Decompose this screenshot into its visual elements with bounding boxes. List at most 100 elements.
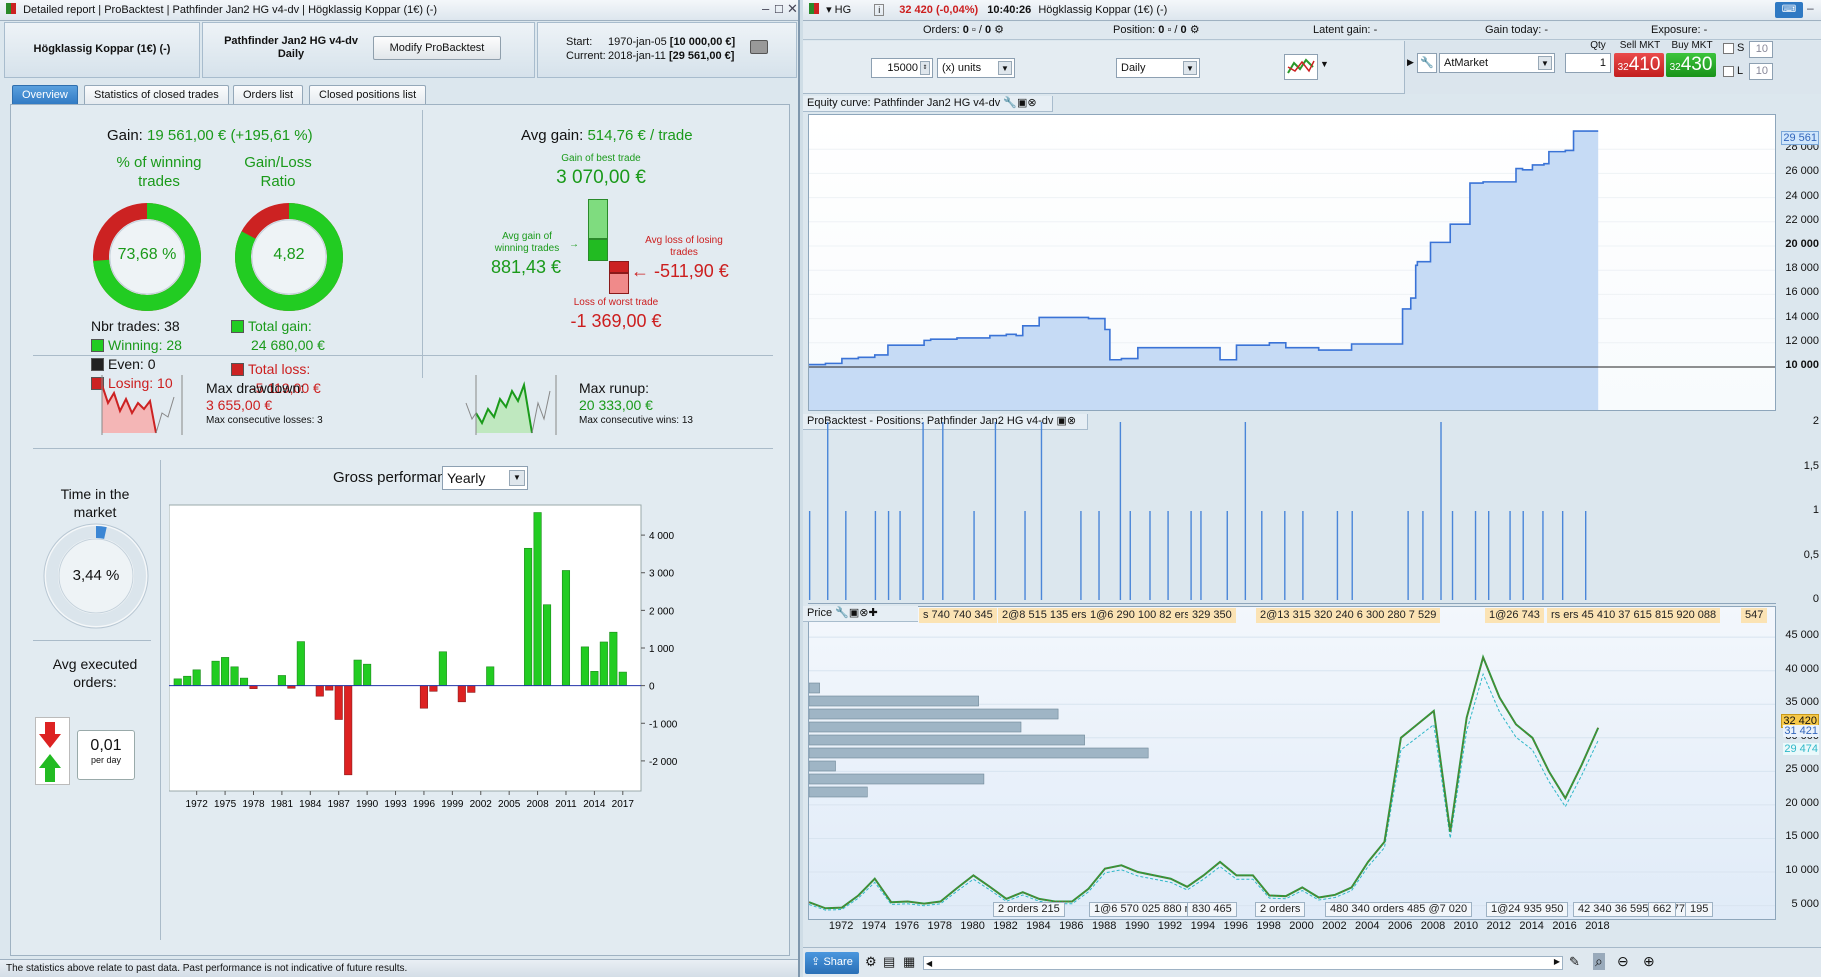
gain-summary: Gain: 19 561,00 € (+195,61 %)	[107, 127, 313, 144]
gainloss-legend: Total gain: 24 680,00 € Total loss: -5 1…	[231, 317, 325, 398]
modify-probacktest-button[interactable]: Modify ProBacktest	[373, 36, 501, 60]
gain-today-label: Gain today:	[1485, 24, 1542, 36]
chart-type-icon[interactable]	[1284, 54, 1318, 80]
limit-checkbox[interactable]	[1723, 66, 1734, 77]
total-gain-swatch	[231, 320, 244, 333]
add-indicator-icon[interactable]: ✚	[868, 607, 878, 619]
bottom-toolbar: ⇪ Share ⚙ ▤ ▦ ◀ ▶ ✎ ⌕ ⊖ ⊕	[803, 947, 1821, 977]
period-select[interactable]: Daily ▼	[1116, 58, 1200, 78]
order-type-select[interactable]: AtMarket ▼	[1439, 53, 1555, 73]
close-pane-icon[interactable]: ⊗	[1027, 97, 1037, 109]
order-tag: 2 orders 215	[993, 902, 1065, 917]
wrench-icon[interactable]: 🔧	[835, 607, 849, 619]
price-pane-header: Price 🔧▣⊗✚	[803, 606, 918, 622]
instrument-box: Högklassig Koppar (1€) (-)	[4, 22, 200, 78]
max-consec-losses: Max consecutive losses: 3	[206, 415, 323, 426]
best-trade-value: 3 070,00 €	[556, 167, 646, 188]
maximize-icon[interactable]: ☐	[774, 4, 784, 16]
chevron-down-icon[interactable]: ▼	[1320, 59, 1329, 69]
window-icon[interactable]: ▣	[1016, 97, 1028, 109]
bar-2003	[486, 666, 495, 686]
start-label: Start:	[566, 36, 593, 48]
tab-statistics[interactable]: Statistics of closed trades	[84, 85, 229, 105]
zoom-in-icon[interactable]: ⊕	[1643, 953, 1655, 969]
window-icon[interactable]: ▣	[848, 607, 860, 619]
divider-4	[160, 460, 161, 940]
minimize-icon[interactable]: –	[762, 1, 770, 16]
collapse-arrow-icon[interactable]: ▶	[1407, 57, 1414, 67]
avg-win-value: 881,43 €	[490, 257, 562, 277]
chevron-down-icon[interactable]: ▼	[1538, 56, 1552, 70]
info-icon[interactable]: i	[874, 4, 885, 16]
volume-profile-bar	[808, 734, 1085, 746]
grid-icon[interactable]: ▦	[903, 954, 916, 969]
close-pane-icon[interactable]: ⊗	[1066, 415, 1077, 427]
keyboard-icon[interactable]: ⌨	[1775, 2, 1803, 18]
bar-1985	[315, 685, 324, 697]
bar-1974	[211, 660, 220, 686]
order-tag: 1@24 935 950	[1486, 902, 1569, 917]
gainloss-value: 4,82	[273, 246, 305, 263]
minimize-icon[interactable]: –	[1807, 1, 1814, 15]
spinner-icon[interactable]: ⇕	[920, 61, 930, 75]
bar-1977	[239, 677, 249, 686]
l-input[interactable]: 10	[1749, 63, 1773, 80]
window-icon[interactable]: ▣	[1056, 415, 1067, 427]
buy-market-button[interactable]: 32430	[1666, 53, 1716, 77]
close-icon[interactable]: ✕	[787, 1, 798, 16]
period-select-value: Daily	[1121, 62, 1146, 74]
units-input[interactable]: 15000 ⇕	[871, 58, 933, 78]
tab-overview[interactable]: Overview	[12, 85, 78, 105]
title-part-3: Pathfinder Jan2 HG v4-dv	[172, 4, 300, 16]
scroll-right-icon[interactable]: ▶	[1553, 957, 1560, 966]
x-tick-label: 1990	[1124, 920, 1150, 932]
y-tick-label: 0	[1812, 593, 1819, 605]
order-toolbar: 15000 ⇕ (x) units ▼ Daily ▼ ▼ ▶ 🔧 AtMarket ▼…	[803, 40, 1821, 94]
chevron-down-icon[interactable]: ▼	[509, 470, 525, 486]
total-loss-value: -5 119,00 €	[251, 380, 321, 396]
bar-2008	[533, 512, 542, 686]
symbol-select[interactable]: ▾ HG	[826, 4, 852, 16]
gain-value: 19 561,00 € (+195,61 %)	[147, 127, 313, 144]
position-value: 0	[1158, 24, 1165, 36]
share-button[interactable]: ⇪ Share	[805, 952, 859, 974]
zoom-out-icon[interactable]: ⊖	[1617, 953, 1629, 969]
bar-2000	[457, 685, 466, 703]
zoom-box-icon[interactable]: ⌕	[1593, 953, 1605, 970]
chevron-down-icon[interactable]: ▼	[998, 61, 1012, 75]
volume-profile-bar	[808, 747, 1149, 759]
x-tick-label: 2012	[1486, 920, 1512, 932]
units-select[interactable]: (x) units ▼	[937, 58, 1015, 78]
table-icon[interactable]: ▤	[883, 954, 896, 969]
s-input[interactable]: 10	[1749, 41, 1773, 58]
close-pane-icon[interactable]: ⊗	[859, 607, 869, 619]
level-label: 29 474	[1783, 743, 1819, 756]
l-label: L	[1737, 65, 1744, 77]
equity-line	[809, 130, 1599, 366]
y-tick-label: 1	[1812, 504, 1819, 516]
qty-input[interactable]: 1	[1565, 53, 1611, 73]
gross-perf-select[interactable]: Yearly ▼	[442, 466, 528, 490]
y-tick-label: 4 000	[649, 531, 674, 542]
tab-closed-positions[interactable]: Closed positions list	[309, 85, 427, 105]
wrench-icon[interactable]: 🔧	[1003, 97, 1017, 109]
tab-orders-list[interactable]: Orders list	[233, 85, 304, 105]
trade-panel: ▶ 🔧 AtMarket ▼ Qty 1 Sell MKT 32410 Buy M…	[1404, 40, 1821, 94]
sell-market-button[interactable]: 32410	[1614, 53, 1664, 77]
chevron-down-icon[interactable]: ▼	[1183, 61, 1197, 75]
order-tag: 42 340 36 595 575 770	[1573, 902, 1697, 917]
settings-icon[interactable]: ⚙	[865, 954, 877, 969]
avg-win-arrow: →	[569, 239, 579, 250]
draw-tool-icon[interactable]: ✎	[1569, 954, 1580, 969]
stop-checkbox[interactable]	[1723, 43, 1734, 54]
pct-winning-value: 73,68 %	[117, 246, 177, 263]
order-tag: 1@6 290 100 82 ers	[1086, 608, 1194, 623]
printer-icon[interactable]	[750, 40, 768, 54]
horizontal-scrollbar[interactable]: ◀ ▶	[923, 956, 1563, 970]
x-tick-label: 1978	[242, 799, 265, 810]
scroll-left-icon[interactable]: ◀	[926, 959, 933, 968]
bar-1997	[429, 685, 438, 692]
buy-big: 430	[1680, 54, 1713, 75]
wrench-icon[interactable]: 🔧	[1417, 53, 1437, 73]
